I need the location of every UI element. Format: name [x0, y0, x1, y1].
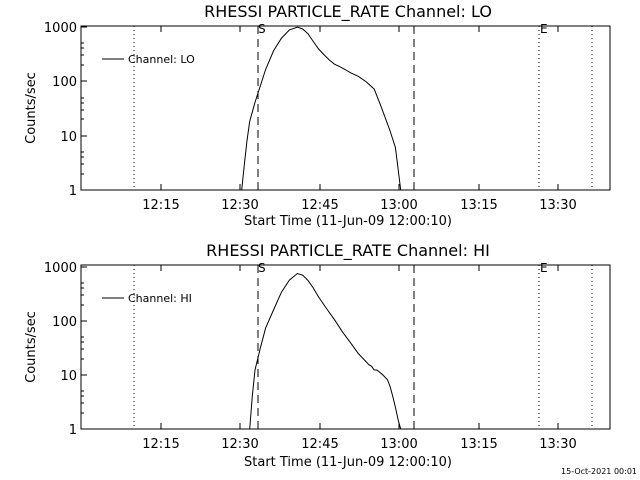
x-tick-label: 12:45	[301, 437, 338, 452]
marker-label: E	[540, 261, 548, 275]
x-tick-label: 13:00	[380, 198, 417, 213]
x-axis-label: Start Time (11-Jun-09 12:00:10)	[244, 214, 452, 229]
footer-timestamp: 15-Oct-2021 00:01	[561, 467, 637, 476]
marker-label: E	[540, 22, 548, 36]
x-tick-label: 13:30	[539, 437, 576, 452]
plot-frame	[80, 25, 611, 191]
x-tick-label: 12:15	[142, 198, 179, 213]
marker-lines	[133, 265, 593, 429]
x-tick-label: 13:00	[380, 437, 417, 452]
x-axis-ticks	[160, 265, 559, 429]
x-tick-label: 13:30	[539, 198, 576, 213]
y-tick-label: 1000	[44, 21, 77, 36]
y-axis-ticks	[81, 26, 87, 191]
plot-frame	[80, 264, 611, 430]
series-line-lo	[241, 26, 402, 191]
y-tick-label: 1	[69, 184, 77, 199]
x-tick-label: 13:15	[460, 198, 497, 213]
chart-panel-lo: RHESSI PARTICLE_RATE Channel: LO 1 10 10…	[24, 2, 611, 229]
y-tick-label: 100	[52, 315, 77, 330]
x-axis-ticks	[160, 26, 559, 190]
marker-label: S	[258, 261, 266, 275]
x-tick-label: 13:15	[460, 437, 497, 452]
x-tick-label: 12:30	[221, 437, 258, 452]
legend-label: Channel: HI	[128, 292, 192, 305]
y-axis-ticks	[81, 266, 87, 430]
x-tick-label: 12:15	[142, 437, 179, 452]
x-axis-label: Start Time (11-Jun-09 12:00:10)	[244, 455, 452, 470]
x-tick-label: 12:30	[221, 198, 258, 213]
legend-label: Channel: LO	[128, 53, 195, 66]
chart-panel-hi: RHESSI PARTICLE_RATE Channel: HI 1 10 10…	[24, 241, 611, 470]
chart-title: RHESSI PARTICLE_RATE Channel: LO	[204, 2, 492, 22]
series-line-hi	[249, 272, 402, 430]
y-tick-label: 1000	[44, 261, 77, 276]
marker-label: S	[258, 22, 266, 36]
y-axis-label: Counts/sec	[24, 72, 39, 144]
x-tick-label: 12:45	[301, 198, 338, 213]
y-tick-label: 100	[52, 75, 77, 90]
chart-title: RHESSI PARTICLE_RATE Channel: HI	[206, 241, 490, 261]
marker-lines	[133, 26, 593, 190]
y-axis-label: Counts/sec	[24, 311, 39, 383]
y-tick-label: 10	[60, 130, 77, 145]
y-tick-label: 1	[69, 423, 77, 438]
y-tick-label: 10	[60, 369, 77, 384]
